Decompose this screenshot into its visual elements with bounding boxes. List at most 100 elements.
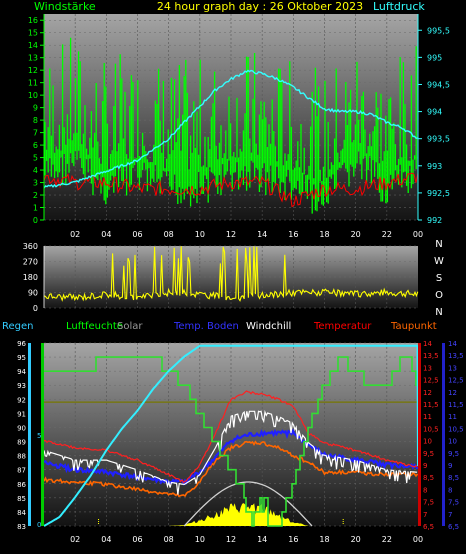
- temp-red-tick-label: 13: [423, 364, 432, 372]
- panel3-temp-ticks-blue: 6,5 7 7,5 8 8,5 9 9,5 10 10,5 11 11,5 12 12,5 13 13,5 1…: [448, 340, 464, 531]
- temp-blue-tick-label: 12: [448, 389, 457, 397]
- temp-blue-tick-label: 8,5: [448, 474, 459, 482]
- panel1-left-tick-label: 4: [33, 166, 38, 175]
- panel1-x-tick-label: 20: [351, 230, 361, 239]
- panel3-humidity-ticks: 83 84 85 86 87 88 89 90 91 92 93 94 95 96: [17, 340, 26, 531]
- legend-regen: Regen: [2, 321, 34, 332]
- panel3-x-tick-label: 12: [226, 535, 236, 544]
- temp-red-tick-label: 12,5: [423, 377, 439, 385]
- panel1-left-tick-label: 12: [28, 66, 38, 75]
- panel1-left-axis-title: Windstärke: [34, 0, 96, 13]
- panel2-tick-label: 360: [23, 242, 38, 251]
- temp-blue-tick-label: 12,5: [448, 377, 464, 385]
- panel1-marks: [43, 37, 419, 214]
- temp-blue-tick-label: 11: [448, 413, 457, 421]
- panel1-right-axis-title: Luftdruck: [373, 0, 425, 13]
- temp-blue-tick-label: 10: [448, 438, 457, 446]
- solar-max-series: [183, 481, 313, 527]
- panel1-left-tick-label: 10: [28, 91, 38, 100]
- panel1-left-tick-label: 9: [33, 104, 38, 113]
- temp-red-tick-label: 6,5: [423, 523, 434, 531]
- panel3-rain-ticks: 05: [37, 432, 41, 529]
- panel2-grid: [44, 245, 418, 309]
- compass-label-w: W: [434, 256, 444, 267]
- panel2-tick-label: 0: [33, 304, 38, 313]
- soil-temp-series: [43, 428, 419, 486]
- panel1-x-tick-label: 00: [413, 230, 423, 239]
- legend-taupunkt: Taupunkt: [390, 321, 437, 332]
- panel1-x-tick-label: 14: [257, 230, 267, 239]
- panel3-x-tick-label: 18: [319, 535, 329, 544]
- panel1-right-tick-label: 995,5: [427, 26, 450, 35]
- panel3-x-tick-label: 20: [351, 535, 361, 544]
- temp-red-tick-label: 9: [423, 462, 427, 470]
- humidity-tick-label: 86: [17, 481, 26, 489]
- temp-blue-tick-label: 9,5: [448, 450, 459, 458]
- temp-red-tick-label: 12: [423, 389, 432, 397]
- legend-windchill: Windchill: [246, 321, 291, 332]
- panel1-left-tick-label: 13: [28, 54, 38, 63]
- temp-blue-tick-label: 13: [448, 364, 457, 372]
- humidity-tick-label: 90: [17, 424, 26, 432]
- temp-blue-tick-label: 13,5: [448, 352, 464, 360]
- temp-axis-bar-red: [418, 343, 421, 526]
- panel3-x-ticks: 02 04 06 08 10 12 14 16 18 20 22 00: [70, 535, 423, 544]
- temp-blue-tick-label: 8: [448, 486, 452, 494]
- temp-red-tick-label: 10,5: [423, 425, 439, 433]
- panel1-x-tick-label: 04: [101, 230, 111, 239]
- panel1-right-tick-label: 992,5: [427, 189, 450, 198]
- panel3-x-tick-label: 06: [132, 535, 142, 544]
- temp-red-tick-label: 11: [423, 413, 432, 421]
- panel1-left-tick-label: 5: [33, 154, 38, 163]
- panel1-right-tick-label: 992: [427, 216, 442, 225]
- panel1-right-tick-label: 995: [427, 53, 442, 62]
- panel3-axis-bars: [28, 343, 445, 526]
- humidity-tick-label: 89: [17, 439, 26, 447]
- windchill-series: [43, 409, 418, 495]
- panel1-x-tick-label: 06: [132, 230, 142, 239]
- panel1-x-ticks: 02 04 06 08 10 12 14 16 18 20 22 00: [70, 230, 423, 239]
- panel1-grid: [44, 14, 418, 221]
- temp-blue-tick-label: 7: [448, 511, 452, 519]
- temp-red-tick-label: 10: [423, 438, 432, 446]
- temp-red-tick-label: 11,5: [423, 401, 439, 409]
- panel1-x-tick-label: 16: [288, 230, 298, 239]
- panel1-left-tick-label: 11: [28, 79, 38, 88]
- rain-axis-bar: [28, 343, 31, 526]
- panel2-left-ticks: 0 90 180 270 360: [23, 242, 45, 313]
- panel1-right-tick-label: 993: [427, 162, 442, 171]
- panel1-x-tick-label: 22: [382, 230, 392, 239]
- humidity-tick-label: 92: [17, 396, 26, 404]
- panel2-tick-label: 270: [23, 258, 38, 267]
- panel3-x-tick-label: 00: [413, 535, 423, 544]
- humidity-tick-label: 93: [17, 382, 26, 390]
- wind-series: [44, 37, 419, 214]
- humidity-tick-label: 88: [17, 453, 26, 461]
- temp-red-tick-label: 9,5: [423, 450, 434, 458]
- compass-label-n: N: [435, 307, 442, 318]
- temp-blue-tick-label: 11,5: [448, 401, 464, 409]
- panel1-x-tick-label: 12: [226, 230, 236, 239]
- humidity-tick-label: 96: [17, 340, 26, 348]
- panel3-x-tick-label: 10: [195, 535, 205, 544]
- temp-red-tick-label: 8: [423, 486, 427, 494]
- panel1-right-tick-label: 994: [427, 108, 442, 117]
- rain-tick-label: 5: [37, 432, 41, 440]
- humidity-series: [44, 356, 419, 527]
- panel3-x-tick-label: 02: [70, 535, 80, 544]
- humidity-tick-label: 87: [17, 467, 26, 475]
- panel1-x-tick-label: 08: [164, 230, 174, 239]
- panel1-title: 24 hour graph day : 26 Oktober 2023: [157, 0, 363, 13]
- temp-red-tick-label: 14: [423, 340, 432, 348]
- panel3-x-tick-label: 14: [257, 535, 267, 544]
- temp-red-tick-label: 7,5: [423, 499, 434, 507]
- solar-series: [168, 503, 309, 526]
- wind-direction-series: [43, 246, 419, 302]
- humidity-tick-label: 94: [17, 368, 26, 376]
